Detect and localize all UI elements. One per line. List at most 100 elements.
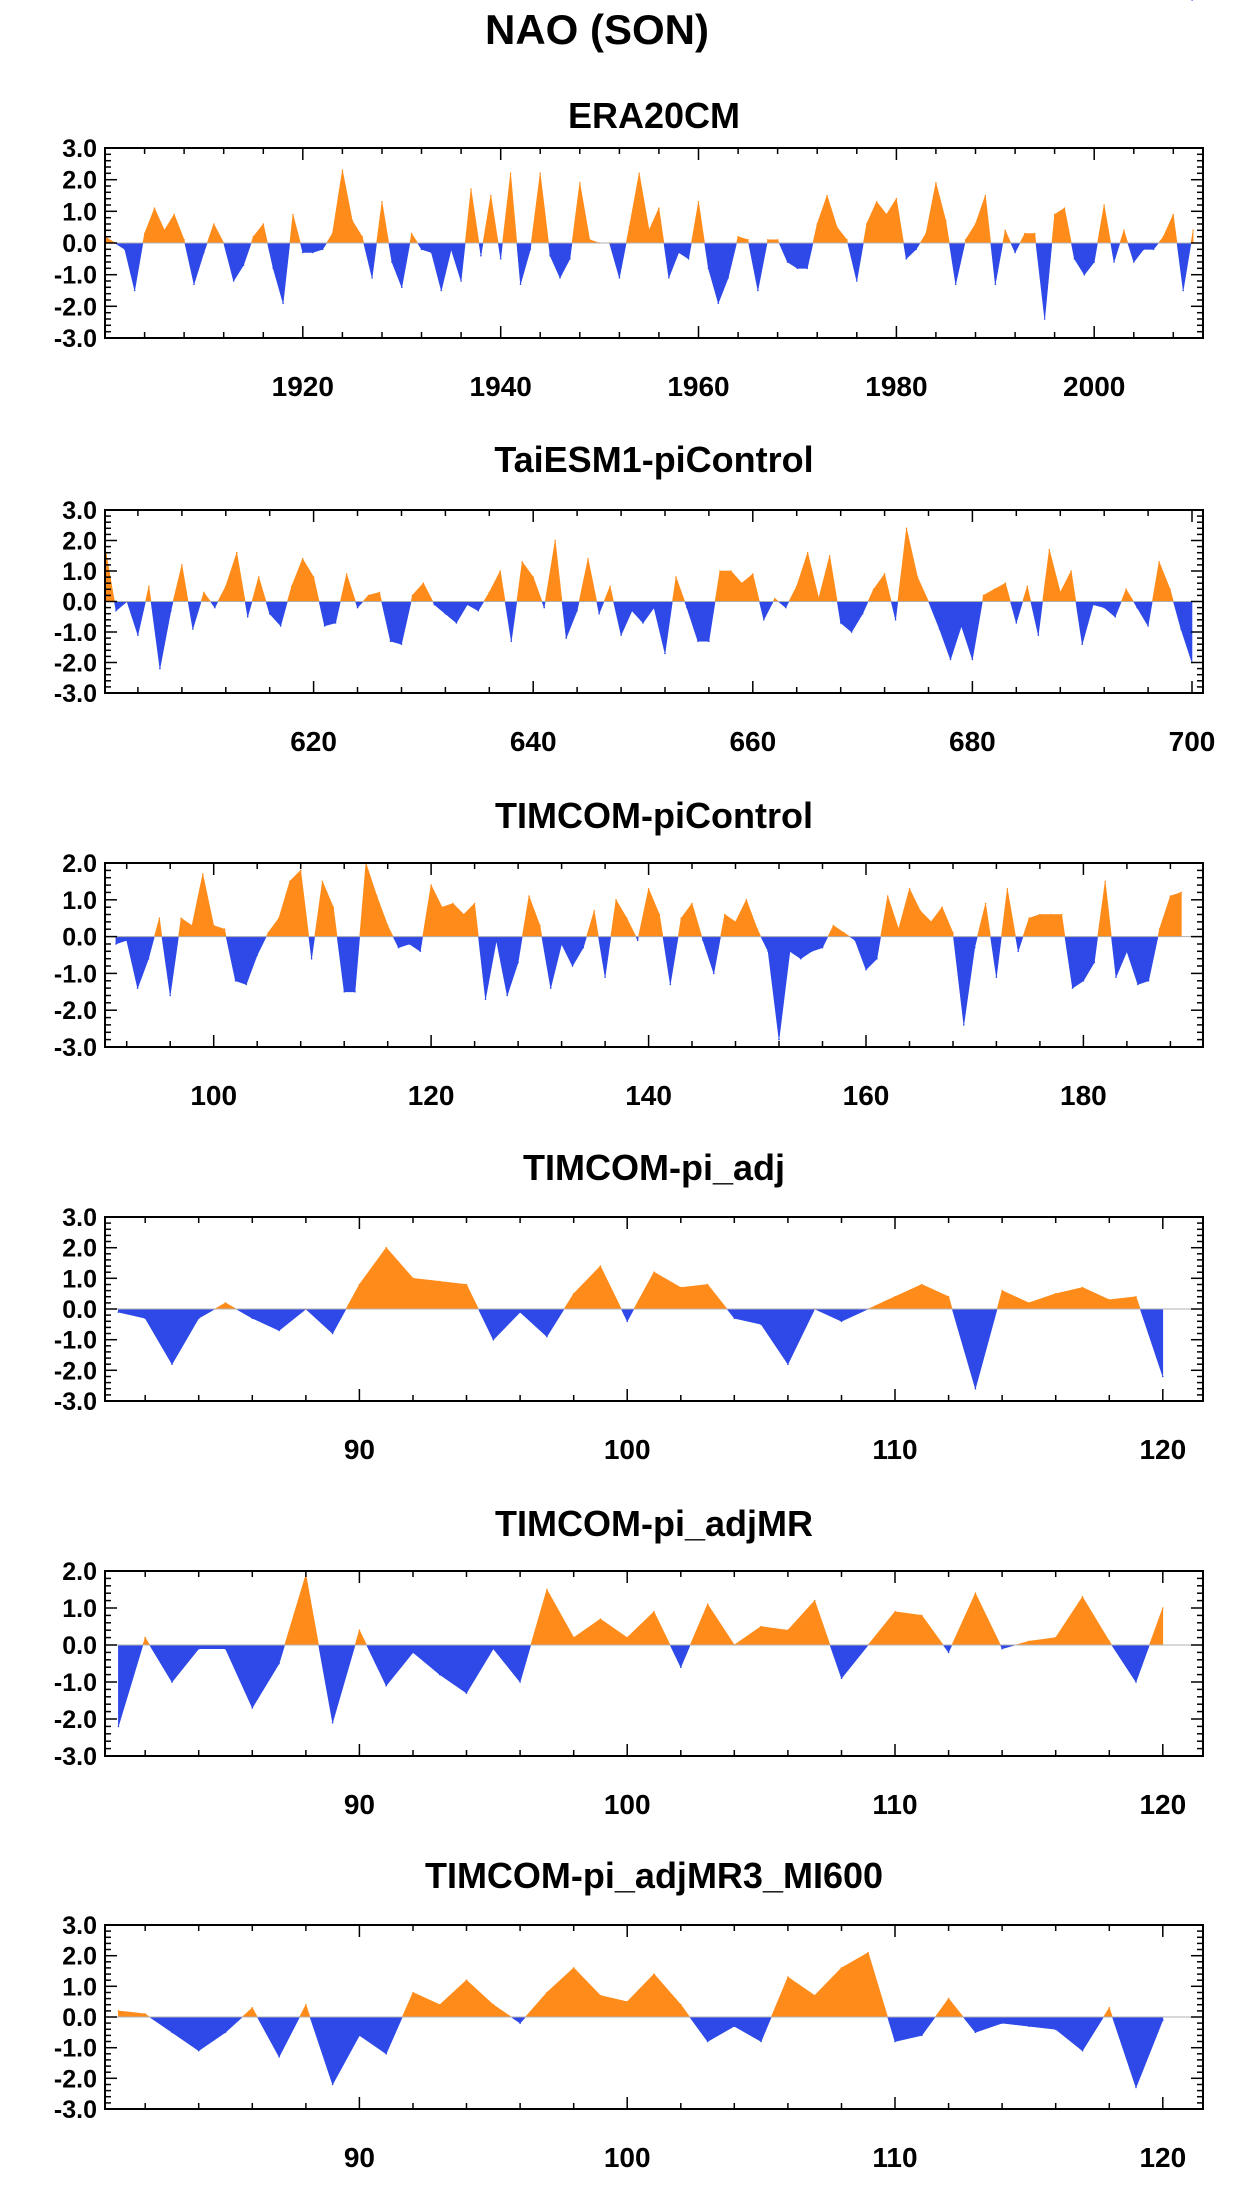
negative-area [894, 2016, 923, 2042]
positive-area [365, 862, 378, 937]
negative-area [500, 242, 503, 259]
data-point [532, 576, 534, 578]
positive-area [241, 2007, 253, 2018]
y-tick-label: -3.0 [54, 2096, 97, 2124]
negative-area [1182, 242, 1192, 291]
positive-area [626, 1973, 655, 2018]
negative-area [1103, 601, 1116, 618]
data-point [1162, 235, 1165, 238]
negative-area [994, 242, 1004, 285]
data-point [1017, 950, 1019, 953]
data-point [872, 588, 875, 591]
data-point [301, 558, 304, 560]
negative-area [541, 936, 552, 989]
data-point [251, 2007, 254, 2009]
data-point [411, 594, 414, 597]
data-point [1123, 229, 1125, 232]
data-point [905, 527, 908, 530]
negative-area [332, 1308, 347, 1334]
data-point [1158, 561, 1160, 563]
x-tick-label: 90 [344, 1789, 375, 1820]
positive-area [1015, 1640, 1030, 1646]
panel-title: TIMCOM-pi_adjMR3_MI600 [425, 1855, 883, 1896]
negative-area [144, 1308, 173, 1366]
data-point [861, 612, 864, 615]
data-point [941, 906, 943, 908]
negative-area [1081, 601, 1094, 645]
data-point [412, 1651, 414, 1654]
data-point [817, 597, 820, 600]
positive-area [172, 564, 183, 602]
positive-area [1027, 586, 1032, 602]
data-point [510, 640, 513, 642]
data-point [915, 248, 917, 251]
data-point [225, 585, 227, 588]
y-tick-label: 2.0 [62, 850, 97, 878]
positive-area [609, 586, 614, 602]
negative-area [549, 242, 561, 278]
negative-area [996, 936, 1002, 978]
data-point [767, 950, 769, 953]
data-point [840, 1677, 843, 1680]
positive-area [930, 906, 943, 937]
data-point [331, 1721, 334, 1724]
positive-area [626, 918, 637, 937]
negative-area [662, 936, 671, 985]
y-tick-label: 0.0 [62, 1632, 97, 1660]
data-point [506, 994, 509, 997]
negative-area [1136, 601, 1149, 627]
negative-area [626, 1308, 635, 1322]
positive-area [587, 558, 598, 602]
negative-area [460, 242, 466, 282]
positive-area [814, 1967, 842, 2018]
positive-area [941, 907, 954, 937]
positive-area [814, 1600, 831, 1646]
positive-area [142, 1637, 146, 1646]
positive-area [340, 574, 347, 602]
data-point [717, 302, 720, 305]
data-point [767, 239, 769, 241]
data-point [1104, 880, 1106, 883]
negative-area [550, 936, 562, 989]
panel-title: TaiESM1-piControl [494, 439, 813, 480]
negative-area [1030, 601, 1039, 636]
data-point [708, 640, 710, 642]
positive-area [411, 232, 419, 244]
data-point [529, 248, 532, 251]
negative-area [1133, 242, 1144, 263]
data-point [1028, 917, 1030, 919]
positive-area [921, 1284, 949, 1310]
positive-area [213, 223, 225, 244]
data-point [439, 1280, 441, 1283]
data-point [706, 1603, 709, 1606]
negative-area [972, 601, 983, 660]
positive-area [154, 208, 165, 244]
negative-area [256, 936, 267, 956]
positive-area [977, 903, 986, 937]
data-point [615, 899, 617, 901]
negative-area [510, 601, 518, 642]
data-point [1059, 591, 1062, 594]
positive-area [894, 1611, 923, 1646]
data-point [430, 884, 432, 886]
data-point [572, 1967, 575, 1969]
data-point [935, 182, 937, 184]
negative-area [1010, 601, 1017, 623]
negative-area [1176, 242, 1184, 291]
negative-area [708, 242, 719, 304]
positive-area [191, 873, 204, 937]
positive-area [252, 2007, 258, 2018]
data-point [519, 1311, 521, 1313]
data-point [897, 928, 900, 930]
data-point [626, 1636, 628, 1639]
data-point [686, 606, 688, 609]
negative-area [388, 242, 393, 263]
negative-area [1111, 2016, 1137, 2088]
positive-area [1157, 235, 1164, 244]
data-point [1043, 318, 1046, 320]
negative-area [1010, 242, 1016, 253]
positive-area [886, 197, 897, 244]
negative-area [530, 242, 532, 250]
negative-area [137, 601, 146, 636]
